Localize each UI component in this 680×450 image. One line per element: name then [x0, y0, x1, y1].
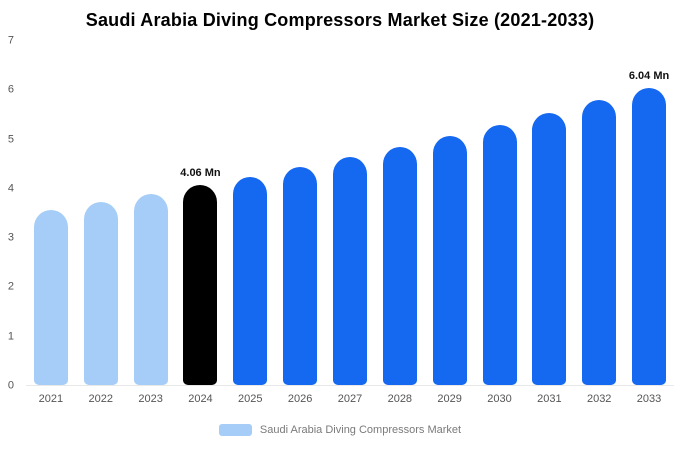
- bar-column-2026: 2026: [275, 41, 325, 405]
- bar-2029: [432, 135, 467, 385]
- plot-area: 2021 2022 2023 4.06 Mn 2024 2025 2026 2027 2028 2…: [26, 41, 674, 405]
- y-axis-tick-label: 7: [7, 34, 14, 47]
- bar-2033: [632, 88, 667, 385]
- bar-column-2029: 2029: [425, 41, 475, 405]
- bar-2028: [382, 146, 417, 385]
- bar-column-2028: 2028: [375, 41, 425, 405]
- x-axis-label-2032: 2032: [586, 393, 612, 405]
- bar-column-2027: 2027: [325, 41, 375, 405]
- x-axis-label-2026: 2026: [287, 393, 313, 405]
- y-axis-tick-label: 3: [7, 231, 14, 244]
- bar-column-2025: 2025: [225, 41, 275, 405]
- bar-2025: [233, 176, 268, 385]
- legend-swatch: [218, 424, 252, 436]
- bar-value-label-2033: 6.04 Mn: [628, 70, 670, 83]
- y-axis-tick-label: 0: [7, 379, 14, 392]
- y-axis-tick-label: 5: [7, 133, 14, 146]
- bar-2026: [283, 166, 318, 385]
- bar-2030: [482, 124, 517, 385]
- bar-2024: [183, 185, 218, 385]
- bar-column-2033: 6.04 Mn 2033: [624, 41, 674, 405]
- x-axis-label-2025: 2025: [238, 393, 263, 405]
- legend: Saudi Arabia Diving Compressors Market: [0, 424, 680, 436]
- bar-column-2023: 2023: [126, 41, 176, 405]
- bar-2023: [133, 194, 168, 385]
- bar-chart: 0 1 2 3 4 5 6 7 2021 2022 2023 4.06 Mn 2024 2025 2026…: [0, 35, 680, 405]
- bar-column-2021: 2021: [26, 41, 76, 405]
- bar-2027: [332, 156, 367, 385]
- y-axis-tick-label: 2: [7, 280, 14, 293]
- x-axis-label-2024: 2024: [188, 393, 213, 405]
- bar-column-2030: 2030: [475, 41, 525, 405]
- y-axis-tick-label: 4: [7, 182, 14, 195]
- x-axis-label-2021: 2021: [38, 393, 64, 405]
- y-axis: 0 1 2 3 4 5 6 7: [0, 35, 18, 391]
- x-axis-label-2030: 2030: [487, 393, 512, 405]
- x-axis-label-2033: 2033: [636, 393, 662, 405]
- bar-2032: [582, 100, 617, 385]
- y-axis-tick-label: 6: [7, 83, 14, 96]
- bar-column-2022: 2022: [76, 41, 126, 405]
- bar-column-2024: 4.06 Mn 2024: [176, 41, 226, 405]
- bar-column-2032: 2032: [574, 41, 624, 405]
- x-axis-label-2029: 2029: [437, 393, 462, 405]
- bar-2022: [83, 202, 118, 385]
- x-axis-label-2022: 2022: [88, 393, 113, 405]
- chart-title: Saudi Arabia Diving Compressors Market S…: [85, 10, 595, 30]
- x-axis-label-2023: 2023: [138, 393, 163, 405]
- bar-column-2031: 2031: [524, 41, 574, 405]
- bar-value-label-2024: 4.06 Mn: [180, 167, 221, 180]
- x-axis-label-2027: 2027: [337, 393, 363, 405]
- bar-2031: [532, 112, 567, 385]
- legend-label: Saudi Arabia Diving Compressors Market: [259, 424, 462, 436]
- y-axis-tick-label: 1: [7, 330, 14, 343]
- x-axis-label-2031: 2031: [537, 393, 562, 405]
- bar-2021: [33, 210, 68, 385]
- x-axis-label-2028: 2028: [387, 393, 413, 405]
